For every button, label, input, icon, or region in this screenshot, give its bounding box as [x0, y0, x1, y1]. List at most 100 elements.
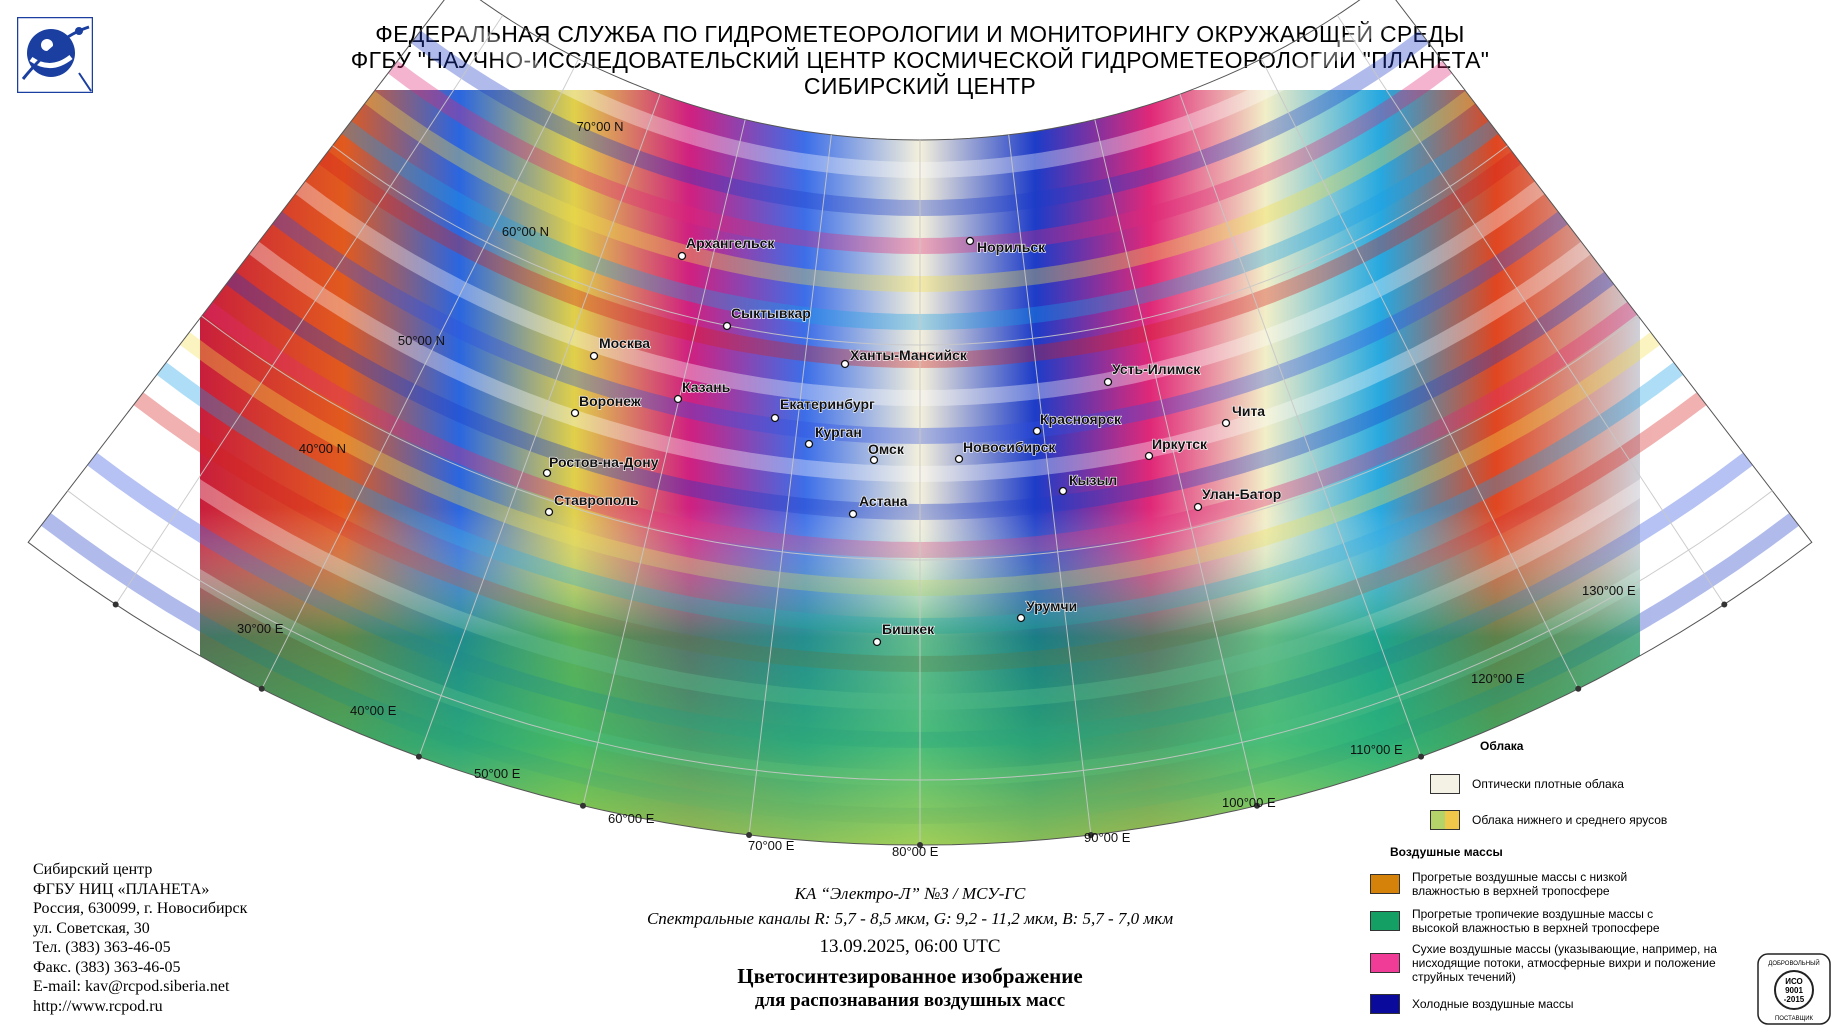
lat-label-70: 70°00 N: [576, 119, 623, 134]
city-label: Москва: [599, 335, 650, 351]
caption-title-line-1: Цветосинтезированное изображение: [737, 964, 1083, 988]
city-label: Казань: [682, 379, 731, 395]
longitude-line: [748, 134, 832, 836]
lon-label-60: 60°00 E: [608, 811, 655, 826]
city-marker: [1016, 613, 1026, 623]
city-label: Иркутск: [1152, 436, 1208, 452]
lat-label-60: 60°00 N: [502, 224, 549, 239]
city-label: Екатеринбург: [780, 396, 875, 412]
city-label: Урумчи: [1026, 598, 1077, 614]
city-label: Омск: [868, 441, 905, 457]
lon-label-50: 50°00 E: [474, 766, 521, 781]
legend-item-low-clouds: Облака нижнего и среднего ярусов: [1430, 810, 1790, 830]
caption-satellite: КА “Электро-Л” №3 / МСУ-ГС: [794, 884, 1026, 903]
cert-line-3: -2015: [1784, 995, 1805, 1004]
header-line-2: ФГБУ "НАУЧНО-ИССЛЕДОВАТЕЛЬСКИЙ ЦЕНТР КОС…: [350, 47, 1490, 73]
longitude-tick: [1575, 685, 1582, 692]
longitude-tick: [112, 601, 119, 608]
longitude-line: [1094, 119, 1258, 806]
longitude-tick: [746, 831, 753, 838]
city-marker: [1144, 451, 1154, 461]
iso-certificate-icon: ДОБРОВОЛЬНЫЙ ИСО 9001 -2015 ПОСТАВЩИК: [1757, 953, 1831, 1025]
city-label: Красноярск: [1040, 411, 1122, 427]
city-marker: [542, 468, 552, 478]
city-label: Улан-Батор: [1202, 486, 1281, 502]
longitude-tick: [1254, 802, 1261, 809]
address-line: Россия, 630099, г. Новосибирск: [33, 900, 248, 917]
cert-top: ДОБРОВОЛЬНЫЙ: [1768, 959, 1819, 967]
lon-label-30: 30°00 E: [237, 621, 284, 636]
city-label: Новосибирск: [963, 439, 1056, 455]
city-label: Усть-Илимск: [1112, 361, 1201, 377]
legend-label: Оптически плотные облака: [1472, 777, 1624, 791]
legend-swatch-low-clouds: [1430, 810, 1460, 830]
city-label: Воронеж: [579, 393, 642, 409]
legend-item-cold: Холодные воздушные массы: [1370, 994, 1760, 1014]
legend-label: Прогретые тропичекие воздушные массы с в…: [1412, 907, 1660, 935]
longitude-line: [1008, 134, 1092, 836]
city-marker: [589, 351, 599, 361]
caption-title-line-2: для распознавания воздушных масс: [754, 990, 1066, 1011]
address-line: ФГБУ НИЦ «ПЛАНЕТА»: [33, 880, 210, 898]
longitude-line: [1179, 93, 1422, 757]
city-marker: [1221, 418, 1231, 428]
address-line: ул. Советская, 30: [33, 919, 150, 937]
website-link[interactable]: http://www.rcpod.ru: [33, 997, 163, 1015]
city-marker: [1032, 426, 1042, 436]
header-line-1: ФЕДЕРАЛЬНАЯ СЛУЖБА ПО ГИДРОМЕТЕОРОЛОГИИ …: [375, 21, 1465, 47]
lat-label-40: 40°00 N: [299, 441, 346, 456]
city-label: Ростов-на-Дону: [549, 454, 659, 470]
longitude-tick: [1418, 753, 1425, 760]
city-marker: [804, 439, 814, 449]
address-line: Факс. (383) 363-46-05: [33, 958, 181, 976]
city-marker: [840, 359, 850, 369]
caption-datetime: 13.09.2025, 06:00 UTC: [819, 936, 1001, 957]
city-label: Кызыл: [1069, 472, 1117, 488]
city-label: Норильск: [977, 239, 1046, 255]
legend-label: Облака нижнего и среднего ярусов: [1472, 813, 1668, 827]
city-label: Чита: [1232, 403, 1265, 419]
legend-clouds-title: Облака: [1480, 739, 1524, 753]
city-marker: [848, 509, 858, 519]
lon-label-70: 70°00 E: [748, 838, 795, 853]
legend-item-warm-humid: Прогретые тропичекие воздушные массы с в…: [1370, 907, 1760, 935]
header-line-3: СИБИРСКИЙ ЦЕНТР: [803, 73, 1037, 99]
legend-swatch-warm-dry: [1370, 874, 1400, 894]
lon-label-100: 100°00 E: [1222, 795, 1276, 810]
legend-air-title: Воздушные массы: [1390, 845, 1503, 859]
longitude-tick: [415, 753, 422, 760]
longitude-line: [1261, 58, 1579, 690]
longitude-tick: [258, 685, 265, 692]
legend-swatch-cold: [1370, 994, 1400, 1014]
legend-swatch-warm-humid: [1370, 911, 1400, 931]
lon-label-80: 80°00 E: [892, 844, 939, 859]
legend-swatch-dense-clouds: [1430, 774, 1460, 794]
city-label: Курган: [815, 424, 862, 440]
address-block: Сибирский центр ФГБУ НИЦ «ПЛАНЕТА» Росси…: [33, 860, 247, 1016]
lon-label-90: 90°00 E: [1084, 830, 1131, 845]
legend-item-warm-dry: Прогретые воздушные массы с низкой влажн…: [1370, 870, 1760, 898]
lat-label-50: 50°00 N: [398, 333, 445, 348]
cert-bottom: ПОСТАВЩИК: [1775, 1016, 1814, 1022]
longitude-line: [115, 14, 504, 605]
city-marker: [1103, 377, 1113, 387]
longitude-line: [582, 119, 746, 806]
city-marker: [570, 408, 580, 418]
longitude-line: [261, 58, 579, 690]
address-line: Сибирский центр: [33, 861, 153, 878]
city-marker: [677, 251, 687, 261]
caption-channels: Спектральные каналы R: 5,7 - 8,5 мкм, G:…: [646, 909, 1174, 928]
legend-label: Прогретые воздушные массы с низкой влажн…: [1412, 870, 1628, 898]
longitude-tick: [579, 802, 586, 809]
legend-item-dry: Сухие воздушные массы (указывающие, напр…: [1370, 942, 1760, 984]
city-marker: [954, 454, 964, 464]
city-marker: [722, 321, 732, 331]
address-line: Тел. (383) 363-46-05: [33, 939, 171, 956]
city-marker: [544, 507, 554, 517]
legend-label: Холодные воздушные массы: [1412, 997, 1574, 1011]
lon-label-110: 110°00 E: [1350, 742, 1403, 757]
email-link[interactable]: E-mail: kav@rcpod.siberia.net: [33, 978, 230, 995]
satellite-orbit-logo-icon: [17, 17, 93, 93]
city-label: Бишкек: [882, 621, 935, 637]
